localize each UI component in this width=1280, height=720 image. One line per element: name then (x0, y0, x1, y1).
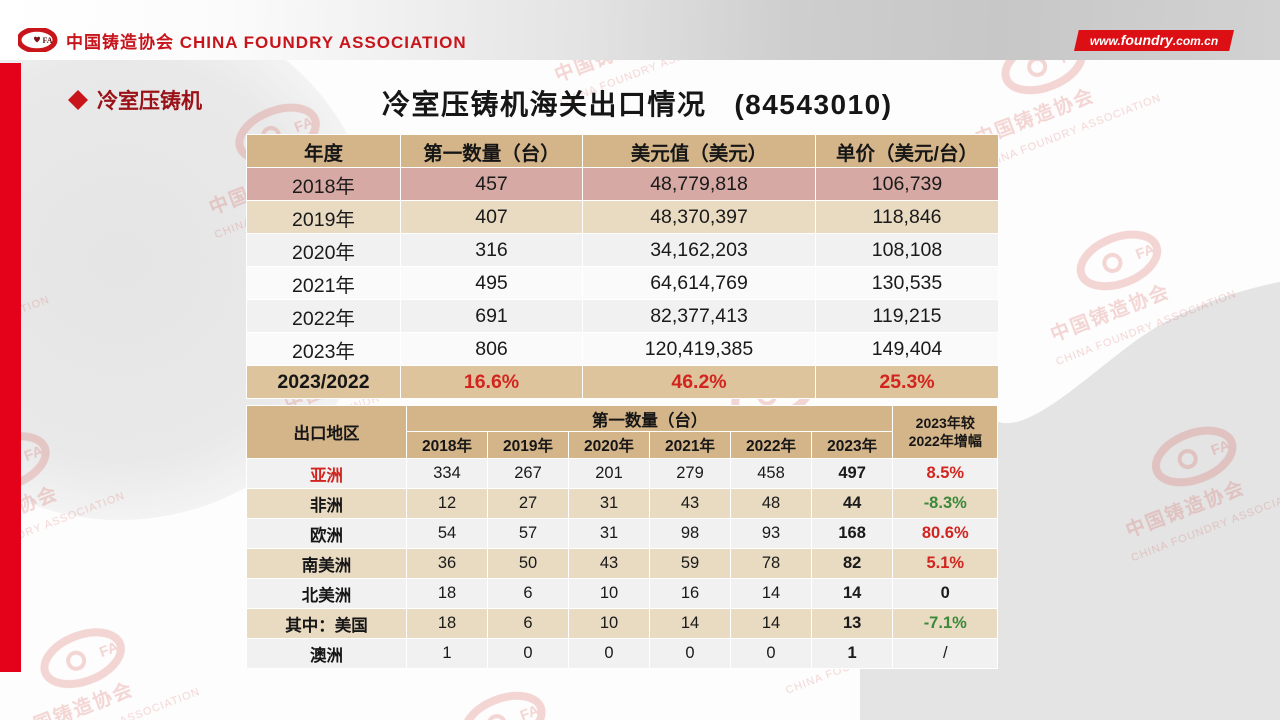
svg-text:FA: FA (43, 36, 53, 45)
